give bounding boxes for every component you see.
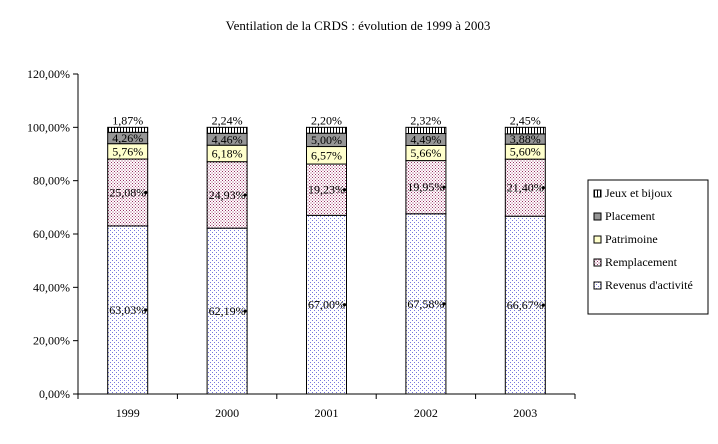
y-tick-label: 40,00% [33,280,70,294]
legend-swatch [593,189,602,198]
x-tick-label: 2001 [315,406,339,420]
legend-entry: Placement [605,209,656,223]
data-point-marker [243,309,247,313]
data-point-marker [144,308,148,312]
data-label: 6,18% [212,146,243,160]
legend-swatch [593,281,602,290]
bar-segment [405,126,447,135]
bar-segment [504,215,546,395]
x-tick-label: 1999 [116,406,140,420]
data-point-marker [144,190,148,195]
y-tick-label: 80,00% [33,174,70,188]
y-tick-label: 20,00% [33,334,70,348]
x-tick-label: 2002 [414,406,438,420]
data-label: 4,46% [212,132,243,146]
x-tick-label: 2003 [513,406,537,420]
legend-swatch [593,235,602,244]
bar-segment [405,160,447,215]
data-label: 6,57% [311,148,342,162]
x-tick-label: 2000 [215,406,239,420]
data-label: 4,26% [112,131,143,145]
y-tick-label: 60,00% [33,227,70,241]
data-point-marker [541,303,545,307]
data-label: 62,19% [209,304,246,318]
data-label: 19,95% [407,180,444,194]
bar-segment [504,126,546,135]
bar-segment [107,158,149,227]
legend-entry: Remplacement [605,255,678,269]
data-label: 5,60% [510,145,541,159]
bar-segment [107,126,149,133]
data-label: 1,87% [112,113,143,127]
data-label: 67,00% [308,298,345,312]
legend-swatch [593,212,602,221]
data-label: 4,49% [410,133,441,147]
data-label: 21,40% [507,181,544,195]
legend-entry: Jeux et bijoux [605,186,672,200]
data-label: 24,93% [209,188,246,202]
data-label: 25,08% [109,185,146,199]
data-label: 5,76% [112,144,143,158]
bar-segment [206,227,248,395]
data-label: 67,58% [407,297,444,311]
data-label: 2,24% [212,113,243,127]
data-label: 19,23% [308,183,345,197]
chart-title: Ventilation de la CRDS : évolution de 19… [226,18,491,33]
chart-legend: Jeux et bijoux Placement Patrimoine Remplac… [587,179,709,315]
chart-axes: 0,00% 20,00% 40,00% 60,00% 80,00% 100,00% 120,… [27,67,576,420]
data-label: 5,66% [410,146,441,160]
chart-bars [107,126,546,395]
legend-entry: Patrimoine [605,232,658,246]
data-point-marker [342,188,347,192]
bar-segment [206,126,248,134]
chart-data-labels: 63,03% 25,08% 5,76%4,26% 1,87% 62,19% 24,93% 6… [109,113,545,318]
data-label: 5,00% [311,133,342,147]
data-point-marker [541,186,545,190]
legend-swatch [593,258,602,267]
bar-segment [405,213,447,395]
data-point-marker [442,185,446,189]
data-point-marker [243,193,247,197]
data-label: 2,45% [510,113,541,127]
data-point-marker [342,303,347,307]
legend-entry: Revenus d'activité [605,278,693,292]
bar-segment [306,163,347,216]
bar-segment [306,126,347,134]
data-label: 2,20% [311,113,342,127]
y-tick-label: 0,00% [39,387,70,401]
data-label: 3,88% [510,132,541,146]
data-point-marker [442,302,446,306]
y-tick-label: 100,00% [27,120,70,134]
y-tick-label: 120,00% [27,67,70,81]
data-label: 66,67% [507,298,544,312]
data-label: 63,03% [109,303,146,317]
bar-segment [306,214,347,395]
bar-segment [206,161,248,229]
legend-box [587,179,709,315]
data-label: 2,32% [410,113,441,127]
